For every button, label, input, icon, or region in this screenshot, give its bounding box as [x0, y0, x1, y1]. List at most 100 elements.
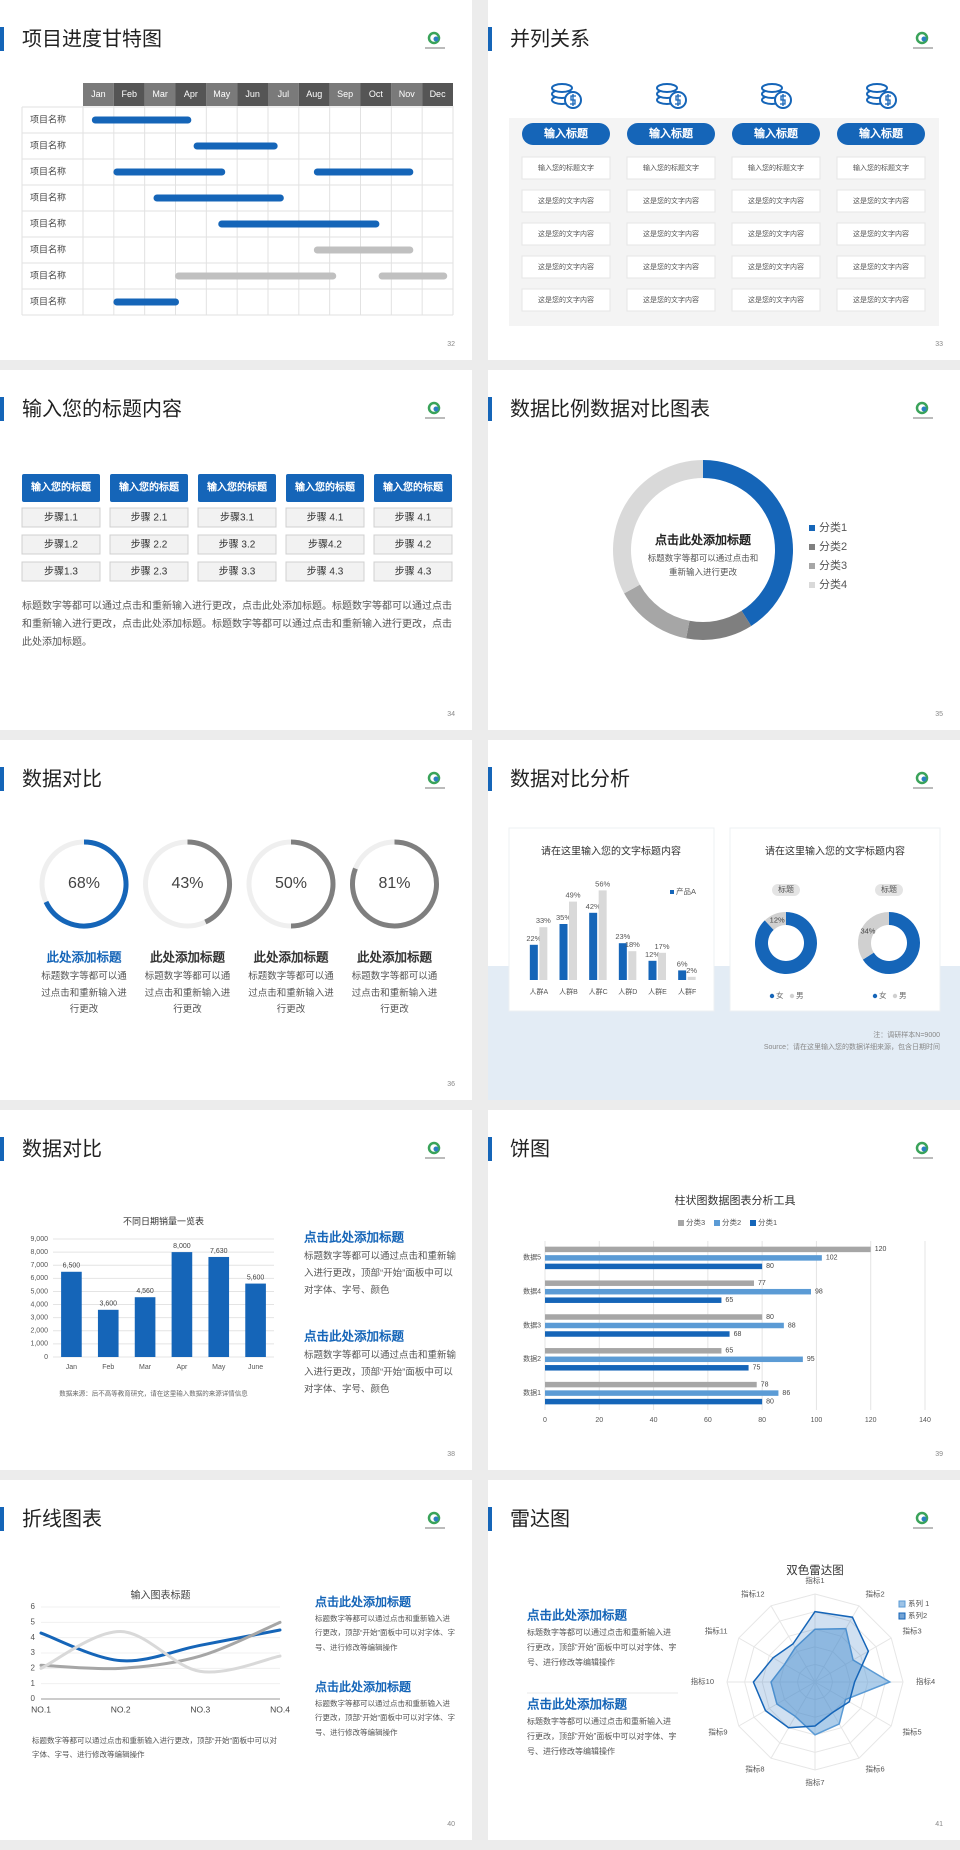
ring-arc	[43, 839, 129, 929]
legend-label: 女	[776, 990, 784, 1000]
slide-background	[488, 1480, 960, 1840]
y-tick-label: 3	[31, 1648, 36, 1657]
item-text: 这是您的文字内容	[853, 229, 909, 238]
y-tick-label: 6	[31, 1602, 36, 1611]
legend-swatch	[678, 1220, 684, 1226]
item-text: 这是您的文字内容	[643, 229, 699, 238]
logo	[425, 47, 445, 49]
item-text: 这是您的文字内容	[538, 229, 594, 238]
bar	[545, 1331, 730, 1337]
bar-value-label: 5,600	[247, 1274, 265, 1281]
footer-text-box: 标题数字等都可以通过点击和重新输入进行更改，顶部“开始”面板中可以对字体、字号、…	[32, 1736, 277, 1760]
category-label: 人群F	[678, 987, 696, 996]
bar	[545, 1246, 871, 1253]
month-label: Dec	[430, 89, 447, 99]
step-box	[197, 507, 277, 528]
bar	[545, 1356, 803, 1363]
ring-arc	[350, 839, 439, 929]
bar-value-label: 6,500	[63, 1263, 81, 1270]
legend-label: 分类1	[819, 520, 847, 534]
month-label: Oct	[369, 89, 384, 99]
block-text: 标题数字等都可以通过点击和重新输入进行更改，顶部“开始”面板中可以对字体、字号、…	[527, 1628, 677, 1668]
bar	[589, 912, 598, 980]
y-tick-label: 数据4	[523, 1287, 541, 1296]
axis-label: 指标4	[916, 1676, 935, 1686]
item-box	[521, 222, 611, 246]
axis-label: 指标2	[866, 1589, 885, 1599]
item-box	[836, 222, 926, 246]
bar-value-label: 2%	[686, 966, 697, 975]
y-tick-label: 2,000	[30, 1328, 48, 1335]
column-header-text: 输入标题	[754, 126, 799, 140]
item-box	[521, 189, 611, 213]
bar	[545, 1322, 784, 1329]
bar-value-label: 102	[826, 1255, 838, 1262]
title-accent	[0, 1137, 4, 1161]
legend-swatch	[769, 993, 775, 999]
coin-icon	[866, 83, 888, 93]
y-tick-label: 1,000	[30, 1341, 48, 1348]
slide-title: 折线图表	[22, 1507, 102, 1530]
chart-title: 柱状图数据图表分析工具	[675, 1193, 796, 1207]
slide-title: 项目进度甘特图	[22, 27, 162, 50]
item-box	[836, 189, 926, 213]
month-header-cell	[144, 83, 176, 106]
step-text: 步骤 2.2	[131, 539, 168, 551]
logo	[427, 1511, 441, 1525]
x-tick-label: NO.3	[190, 1704, 210, 1714]
bar-value-label: 75	[753, 1365, 761, 1372]
legend-label: 分类4	[819, 577, 847, 591]
bar	[61, 1271, 82, 1357]
chart-title: 输入图表标题	[131, 1589, 191, 1602]
x-tick-label: 0	[543, 1417, 547, 1424]
block-heading: 点击此处添加标题	[315, 1679, 412, 1694]
bar-value-label: 80	[766, 1398, 774, 1405]
step-text: 步骤 4.2	[395, 539, 432, 551]
month-header-cell	[329, 83, 361, 106]
block-text-box: 标题数字等都可以通过点击和重新输入进行更改，顶部“开始”面板中可以对字体、字号、…	[315, 1699, 455, 1737]
bar-value-label: 65	[725, 1297, 733, 1304]
bar-value-label: 4,560	[136, 1288, 154, 1295]
block-text-box: 标题数字等都可以通过点击和重新输入进行更改，顶部“开始”面板中可以对字体、字号、…	[315, 1614, 455, 1652]
row-label: 项目名称	[30, 139, 66, 150]
bar	[545, 1255, 822, 1261]
item-text: 标题数字等都可以通过点击和重新输入进行更改	[144, 971, 231, 1016]
coin-icon	[551, 83, 573, 93]
center-text: 标题数字等都可以通过点击和重新输入进行更改	[647, 553, 759, 578]
footer-text: 标题数字等都可以通过点击和重新输入进行更改，顶部“开始”面板中可以对字体、字号、…	[32, 1736, 277, 1760]
item-text: 这是您的文字内容	[748, 196, 804, 205]
legend-label: 分类2	[819, 539, 847, 553]
step-text: 步骤 4.3	[395, 566, 432, 578]
month-header-cell	[206, 83, 238, 106]
bar	[545, 1297, 722, 1303]
bar-value-label: 77	[758, 1280, 766, 1287]
bar-value-label: 80	[766, 1263, 774, 1270]
y-tick-label: 4,000	[30, 1301, 48, 1308]
x-tick-label: 80	[758, 1417, 766, 1424]
row-label: 项目名称	[30, 113, 66, 124]
bar	[171, 1252, 193, 1357]
bar	[658, 952, 666, 980]
title-accent	[0, 27, 4, 51]
item-box	[836, 255, 926, 279]
item-box	[731, 189, 821, 213]
bar	[648, 960, 657, 980]
month-header-cell	[83, 83, 114, 106]
legend-swatch	[809, 544, 815, 550]
column-header	[522, 123, 610, 145]
step-header-text: 输入您的标题	[383, 481, 444, 494]
item-text: 输入您的标题文字	[853, 163, 909, 172]
slide: 折线图表 40 输入图表标题 0 1 2 3 4 5 6 NO.1 NO.2 NO.3 NO.4 标题数字等…	[0, 1480, 472, 1840]
axis-label: 指标6	[866, 1763, 885, 1773]
item-text: 输入您的标题文字	[643, 163, 699, 172]
item-box	[626, 255, 716, 279]
bar	[208, 1256, 230, 1357]
logo	[433, 776, 439, 782]
x-tick-label: Jan	[66, 1364, 77, 1371]
legend-swatch	[809, 582, 815, 588]
item-box	[521, 288, 611, 312]
title-accent	[488, 1507, 492, 1531]
legend-label: 分类3	[819, 558, 847, 572]
card	[508, 827, 715, 1012]
